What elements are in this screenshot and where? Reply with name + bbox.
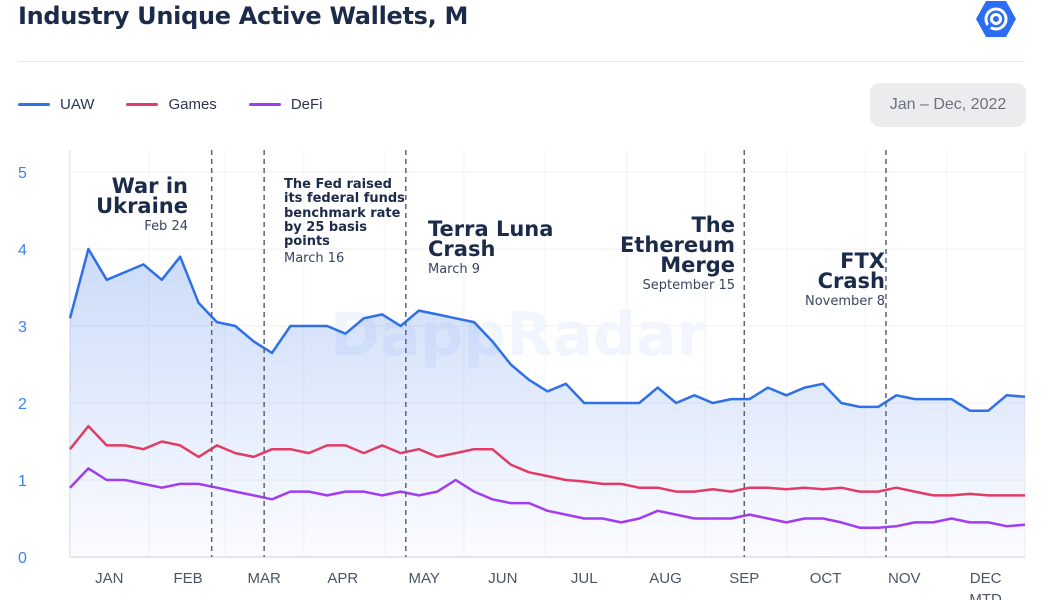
annotation-date: Feb 24 <box>144 218 188 234</box>
annotation-title: Terra Luna Crash <box>428 217 554 261</box>
page-title: Industry Unique Active Wallets, M <box>18 2 469 30</box>
games-swatch <box>126 103 159 106</box>
annotation-ethereum-merge: The Ethereum Merge September 15 <box>605 213 735 293</box>
x-tick-label: AUG <box>649 570 682 587</box>
x-tick-label: JAN <box>95 570 123 587</box>
y-tick-label: 0 <box>18 550 27 567</box>
x-tick-label-mtd: MTD <box>969 591 1002 600</box>
x-tick-label: SEP <box>729 570 759 587</box>
y-tick-label: 5 <box>18 165 27 182</box>
annotation-fed-rate: The Fed raised its federal funds benchma… <box>284 177 414 267</box>
annotation-title: The Fed raised its federal funds benchma… <box>284 177 405 250</box>
defi-swatch <box>248 103 281 106</box>
x-tick-label: JUL <box>571 570 598 587</box>
x-tick-label: APR <box>327 570 358 587</box>
y-tick-label: 3 <box>18 319 27 336</box>
legend-label: Games <box>168 96 217 113</box>
annotation-date: November 8 <box>804 293 885 309</box>
legend-label: DeFi <box>290 96 323 113</box>
annotation-war-in-ukraine: War in Ukraine Feb 24 <box>88 174 188 234</box>
annotation-date: March 16 <box>284 251 345 267</box>
x-tick-label: JUN <box>488 570 517 587</box>
x-tick-label: FEB <box>173 570 202 587</box>
legend-item-defi[interactable]: DeFi <box>248 96 323 113</box>
x-tick-label: DEC <box>970 570 1002 587</box>
legend-label: UAW <box>60 96 95 113</box>
x-tick-label: MAY <box>408 570 439 587</box>
uaw-swatch <box>18 103 50 106</box>
y-tick-label: 4 <box>18 242 27 259</box>
series-line-uaw <box>68 247 1026 412</box>
legend-item-uaw[interactable]: UAW <box>18 96 94 113</box>
dappradar-logo-icon <box>976 1 1016 37</box>
date-range-button[interactable]: Jan – Dec, 2022 <box>870 83 1026 127</box>
annotation-ftx-crash: FTX Crash November 8 <box>795 249 885 309</box>
series-line-games <box>69 424 1025 497</box>
legend-item-games[interactable]: Games <box>126 96 217 113</box>
annotation-date: March 9 <box>428 261 481 277</box>
annotation-date: September 15 <box>642 277 735 293</box>
x-tick-label: OCT <box>810 570 842 587</box>
annotation-title: The Ethereum Merge <box>619 213 735 277</box>
y-tick-label: 2 <box>18 396 27 413</box>
annotation-title: FTX Crash <box>817 249 885 293</box>
y-tick-label: 1 <box>18 473 27 490</box>
x-tick-label: MAR <box>247 570 281 587</box>
annotation-title: War in Ukraine <box>96 174 188 218</box>
annotation-terra-luna: Terra Luna Crash March 9 <box>428 217 558 277</box>
legend: UAW Games DeFi <box>18 96 322 113</box>
x-tick-label: NOV <box>888 570 921 587</box>
header-divider <box>18 61 1025 62</box>
